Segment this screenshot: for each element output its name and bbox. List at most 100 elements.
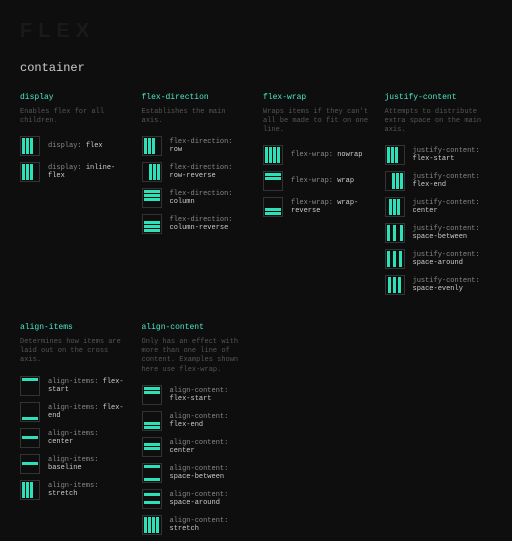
thumb-icon: [142, 515, 162, 535]
thumb-icon: [263, 171, 283, 191]
section-desc: Attempts to distribute extra space on th…: [385, 108, 493, 135]
prop-item[interactable]: flex-wrap: wrap-reverse: [263, 197, 371, 217]
section-title: flex-direction: [142, 93, 250, 102]
prop-item[interactable]: align-items: baseline: [20, 454, 128, 474]
prop-label: align-items: center: [48, 430, 128, 446]
thumb-icon: [385, 197, 405, 217]
prop-item[interactable]: justify-content: flex-start: [385, 145, 493, 165]
thumb-icon: [142, 411, 162, 431]
prop-item[interactable]: flex-direction: column-reverse: [142, 214, 250, 234]
section-desc: Wraps items if they can't all be made to…: [263, 108, 371, 135]
prop-item[interactable]: justify-content: space-evenly: [385, 275, 493, 295]
thumb-icon: [142, 188, 162, 208]
prop-label: flex-direction: row: [170, 138, 250, 154]
thumb-icon: [385, 275, 405, 295]
thumb-icon: [142, 437, 162, 457]
section-align-items: align-items Determines how items are lai…: [20, 323, 128, 540]
prop-item[interactable]: flex-direction: row-reverse: [142, 162, 250, 182]
prop-item[interactable]: justify-content: flex-end: [385, 171, 493, 191]
prop-label: flex-direction: column-reverse: [170, 216, 250, 232]
thumb-icon: [385, 171, 405, 191]
prop-item[interactable]: align-items: flex-end: [20, 402, 128, 422]
section-justify-content: justify-content Attempts to distribute e…: [385, 93, 493, 301]
prop-label: justify-content: space-between: [413, 225, 493, 241]
prop-item[interactable]: flex-direction: column: [142, 188, 250, 208]
section-title: display: [20, 93, 128, 102]
prop-item[interactable]: align-items: flex-start: [20, 376, 128, 396]
prop-item[interactable]: align-content: stretch: [142, 515, 250, 535]
prop-label: align-items: flex-end: [48, 404, 128, 420]
prop-label: align-content: flex-start: [170, 387, 250, 403]
section-title: flex-wrap: [263, 93, 371, 102]
section-title: justify-content: [385, 93, 493, 102]
section-desc: Establishes the main axis.: [142, 108, 250, 126]
prop-item[interactable]: display: flex: [20, 136, 128, 156]
prop-item[interactable]: align-content: space-around: [142, 489, 250, 509]
prop-item[interactable]: flex-direction: row: [142, 136, 250, 156]
prop-item[interactable]: justify-content: center: [385, 197, 493, 217]
prop-item[interactable]: align-content: center: [142, 437, 250, 457]
prop-label: display: inline-flex: [48, 164, 128, 180]
thumb-icon: [20, 454, 40, 474]
page-title: container: [20, 61, 492, 75]
prop-label: align-items: stretch: [48, 482, 128, 498]
prop-label: display: flex: [48, 142, 103, 150]
thumb-icon: [142, 136, 162, 156]
prop-label: justify-content: flex-end: [413, 173, 493, 189]
prop-label: justify-content: space-evenly: [413, 277, 493, 293]
thumb-icon: [142, 214, 162, 234]
section-flex-direction: flex-direction Establishes the main axis…: [142, 93, 250, 301]
section-desc: Determines how items are laid out on the…: [20, 338, 128, 365]
section-title: align-items: [20, 323, 128, 332]
thumb-icon: [385, 223, 405, 243]
thumb-icon: [20, 480, 40, 500]
prop-label: flex-direction: row-reverse: [170, 164, 250, 180]
prop-item[interactable]: align-content: flex-end: [142, 411, 250, 431]
thumb-icon: [20, 376, 40, 396]
thumb-icon: [263, 145, 283, 165]
logo: FLEX: [20, 20, 492, 43]
prop-label: flex-wrap: nowrap: [291, 151, 362, 159]
section-desc: Enables flex for all children.: [20, 108, 128, 126]
thumb-icon: [142, 463, 162, 483]
prop-label: align-content: flex-end: [170, 413, 250, 429]
prop-item[interactable]: align-items: center: [20, 428, 128, 448]
sections-grid: display Enables flex for all children. d…: [20, 93, 492, 541]
prop-label: align-content: space-between: [170, 465, 250, 481]
prop-label: justify-content: flex-start: [413, 147, 493, 163]
prop-item[interactable]: align-content: space-between: [142, 463, 250, 483]
empty-cell: [263, 323, 371, 540]
prop-label: align-content: center: [170, 439, 250, 455]
prop-item[interactable]: flex-wrap: nowrap: [263, 145, 371, 165]
prop-label: justify-content: center: [413, 199, 493, 215]
section-display: display Enables flex for all children. d…: [20, 93, 128, 301]
thumb-icon: [20, 402, 40, 422]
prop-label: justify-content: space-around: [413, 251, 493, 267]
prop-label: flex-wrap: wrap: [291, 177, 354, 185]
prop-label: align-content: stretch: [170, 517, 250, 533]
prop-item[interactable]: display: inline-flex: [20, 162, 128, 182]
section-title: align-content: [142, 323, 250, 332]
prop-item[interactable]: align-content: flex-start: [142, 385, 250, 405]
prop-label: flex-direction: column: [170, 190, 250, 206]
prop-label: align-items: baseline: [48, 456, 128, 472]
thumb-icon: [142, 162, 162, 182]
prop-label: align-items: flex-start: [48, 378, 128, 394]
thumb-icon: [142, 489, 162, 509]
prop-item[interactable]: align-items: stretch: [20, 480, 128, 500]
prop-label: align-content: space-around: [170, 491, 250, 507]
prop-item[interactable]: justify-content: space-between: [385, 223, 493, 243]
thumb-icon: [385, 145, 405, 165]
thumb-icon: [20, 136, 40, 156]
section-flex-wrap: flex-wrap Wraps items if they can't all …: [263, 93, 371, 301]
thumb-icon: [20, 162, 40, 182]
empty-cell: [385, 323, 493, 540]
section-align-content: align-content Only has an effect with mo…: [142, 323, 250, 540]
thumb-icon: [20, 428, 40, 448]
prop-item[interactable]: flex-wrap: wrap: [263, 171, 371, 191]
thumb-icon: [385, 249, 405, 269]
prop-item[interactable]: justify-content: space-around: [385, 249, 493, 269]
thumb-icon: [263, 197, 283, 217]
section-desc: Only has an effect with more than one li…: [142, 338, 250, 374]
thumb-icon: [142, 385, 162, 405]
